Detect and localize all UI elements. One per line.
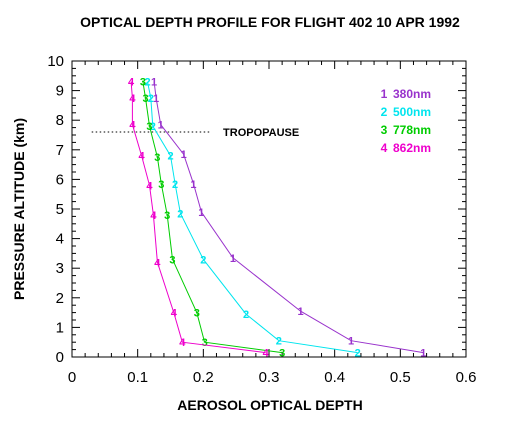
y-tick-label: 9	[56, 83, 64, 100]
data-point: 4	[171, 308, 178, 320]
data-point: 3	[146, 121, 152, 133]
y-axis-label: PRESSURE ALTITUDE (km)	[11, 118, 27, 300]
data-point: 2	[150, 121, 156, 133]
legend: 1 380nm 2 500nm 3 778nm 4 862nm	[381, 87, 431, 155]
data-point: 2	[276, 336, 282, 348]
y-tick-label: 3	[56, 260, 64, 277]
y-tick-label: 8	[56, 112, 64, 129]
y-tick-label: 6	[56, 171, 64, 188]
data-point: 3	[164, 210, 170, 222]
x-tick-label: 0.1	[127, 369, 148, 386]
legend-marker: 3	[381, 123, 388, 137]
data-point: 1	[190, 179, 196, 191]
data-point: 4	[150, 210, 157, 222]
data-point: 2	[167, 151, 173, 163]
data-point: 2	[200, 254, 206, 266]
data-point: 1	[297, 306, 303, 318]
data-point: 2	[177, 208, 183, 220]
data-point: 4	[129, 93, 136, 105]
chart-title: OPTICAL DEPTH PROFILE FOR FLIGHT 402 10 …	[80, 14, 460, 30]
series-line	[130, 81, 266, 354]
data-point: 2	[144, 77, 150, 89]
x-tick-label: 0.4	[324, 369, 345, 386]
series-778nm: 3 3 3 3 3 3 3 3 3 3	[140, 77, 285, 360]
x-tick-label: 0.6	[456, 369, 477, 386]
y-tick-label: 2	[56, 290, 64, 307]
data-point: 3	[279, 348, 285, 360]
legend-label: 380nm	[393, 87, 431, 101]
series-500nm: 2 2 2 2 2 2 2 2 2 2	[144, 77, 360, 360]
legend-label: 500nm	[393, 105, 431, 119]
data-point: 4	[146, 180, 153, 192]
data-point: 4	[154, 257, 161, 269]
legend-label: 862nm	[393, 141, 431, 155]
data-point: 4	[129, 120, 136, 132]
series-line	[153, 81, 424, 354]
x-tick-label: 0.5	[390, 369, 411, 386]
data-point: 1	[158, 120, 164, 132]
y-tick-label: 5	[56, 201, 64, 218]
y-tick-label: 10	[47, 53, 64, 70]
data-point: 1	[153, 93, 159, 105]
y-tick-label: 0	[56, 349, 64, 366]
data-point: 1	[151, 77, 157, 89]
legend-label: 778nm	[393, 123, 431, 137]
data-point: 1	[198, 207, 204, 219]
data-point: 2	[172, 179, 178, 191]
data-point: 4	[139, 151, 146, 163]
x-tick-label: 0	[68, 369, 76, 386]
data-point: 2	[355, 348, 361, 360]
x-tick-label: 0.2	[193, 369, 214, 386]
series-862nm: 4 4 4 4 4 4 4 4 4 4	[128, 77, 270, 360]
data-point: 3	[202, 337, 208, 349]
data-point: 3	[154, 152, 160, 164]
y-tick-label: 4	[56, 231, 64, 248]
data-point: 3	[140, 77, 146, 89]
data-point: 3	[158, 179, 164, 191]
legend-marker: 2	[381, 105, 388, 119]
data-point: 4	[128, 77, 135, 89]
x-tick-label: 0.3	[259, 369, 280, 386]
data-point: 1	[420, 348, 426, 360]
data-point: 4	[263, 348, 270, 360]
data-point: 3	[194, 308, 200, 320]
data-point: 2	[148, 93, 154, 105]
data-point: 3	[169, 254, 175, 266]
legend-marker: 4	[381, 141, 388, 155]
series-line	[147, 81, 358, 354]
data-point: 1	[181, 149, 187, 161]
series-380nm: 1 1 1 1 1 1 1 1 1 1	[151, 77, 426, 360]
tropopause-label: TROPOPAUSE	[223, 127, 299, 139]
data-point: 1	[348, 336, 354, 348]
y-tick-label: 7	[56, 142, 64, 159]
data-point: 3	[142, 93, 148, 105]
series-line	[142, 81, 283, 354]
data-point: 4	[179, 337, 186, 349]
legend-marker: 1	[381, 87, 388, 101]
data-point: 1	[230, 253, 236, 265]
y-tick-label: 1	[56, 319, 64, 336]
reference-lines: TROPOPAUSE	[91, 127, 299, 139]
x-axis-label: AEROSOL OPTICAL DEPTH	[177, 397, 362, 413]
data-point: 2	[243, 309, 249, 321]
